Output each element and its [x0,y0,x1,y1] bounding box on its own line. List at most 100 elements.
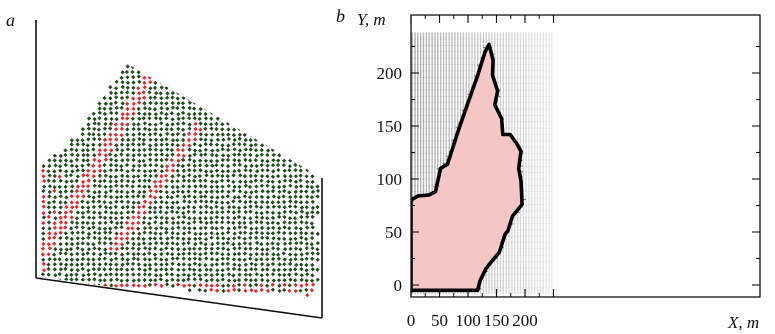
panel-b-ticks [410,15,760,297]
stable-point [292,158,297,163]
stable-point [137,79,142,84]
stable-point [142,189,147,194]
stable-point [309,242,314,247]
stable-point [226,272,231,277]
stable-point [64,169,69,174]
failure-point [153,59,158,64]
stable-point [170,105,175,110]
failure-point [47,231,52,236]
stable-point [192,100,197,105]
stable-point [260,247,265,252]
stable-point [294,226,299,231]
stable-point [181,220,186,225]
stable-point [243,117,248,122]
stable-point [265,257,270,262]
stable-point [170,226,175,231]
stable-point [181,278,186,283]
failure-point [108,137,113,142]
stable-point [214,163,219,168]
failure-point [58,225,63,230]
stable-point [231,106,237,111]
stable-point [181,178,187,183]
stable-point [175,179,180,184]
failure-point [92,157,97,162]
stable-point [265,116,270,121]
stable-point [125,174,130,179]
failure-point [137,100,142,105]
failure-point [142,75,147,80]
failure-point [142,85,147,90]
stable-point [203,288,208,293]
stable-point [103,210,108,215]
stable-point [259,220,264,225]
stable-point [220,178,225,183]
stable-point [130,246,136,251]
stable-point [259,127,264,132]
failure-point [46,252,51,257]
failure-point [171,163,176,168]
stable-point [282,287,287,293]
failure-point [131,101,136,106]
stable-point [271,236,276,241]
failure-point [125,236,130,241]
stable-point [137,148,142,153]
stable-point [220,157,225,163]
stable-point [136,226,141,231]
failure-point [164,178,169,183]
failure-point [159,54,164,60]
stable-point [86,126,91,131]
stable-point [115,147,120,152]
stable-point [159,252,164,257]
failure-point [42,178,47,184]
stable-point [210,100,215,105]
stable-point [242,142,247,147]
stable-point [276,168,281,173]
stable-point [215,101,220,106]
stable-point [309,195,314,200]
stable-point [288,257,293,262]
stable-point [131,205,136,210]
stable-point [97,194,102,199]
stable-point [165,106,170,111]
failure-point [136,86,141,91]
failure-point [69,283,74,288]
stable-point [270,241,275,246]
stable-point [164,142,170,147]
stable-point [170,91,175,96]
stable-point [119,252,125,257]
stable-point [108,152,113,157]
stable-point [180,163,185,169]
stable-point [204,189,209,194]
stable-point [305,211,310,216]
failure-point [63,210,68,215]
stable-point [159,257,164,262]
stable-point [294,241,299,246]
stable-point [119,267,124,272]
stable-point [243,164,248,169]
failure-point [41,204,46,209]
stable-point [210,95,215,100]
failure-point [57,174,62,179]
stable-point [187,216,192,221]
stable-point [259,131,265,136]
stable-point [141,241,147,246]
stable-point [186,240,191,246]
stable-point [142,111,147,117]
stable-point [92,230,97,235]
stable-point [242,215,247,221]
stable-point [103,236,108,241]
stable-point [131,179,136,184]
stable-point [215,173,220,178]
failure-point [64,283,69,288]
stable-point [198,101,203,106]
stable-point [170,246,175,251]
stable-point [80,127,85,132]
stable-point [254,230,259,235]
stable-point [242,230,248,235]
stable-point [81,252,86,257]
stable-point [131,90,136,96]
failure-point [193,131,198,137]
failure-point [91,174,96,179]
stable-point [41,188,46,194]
